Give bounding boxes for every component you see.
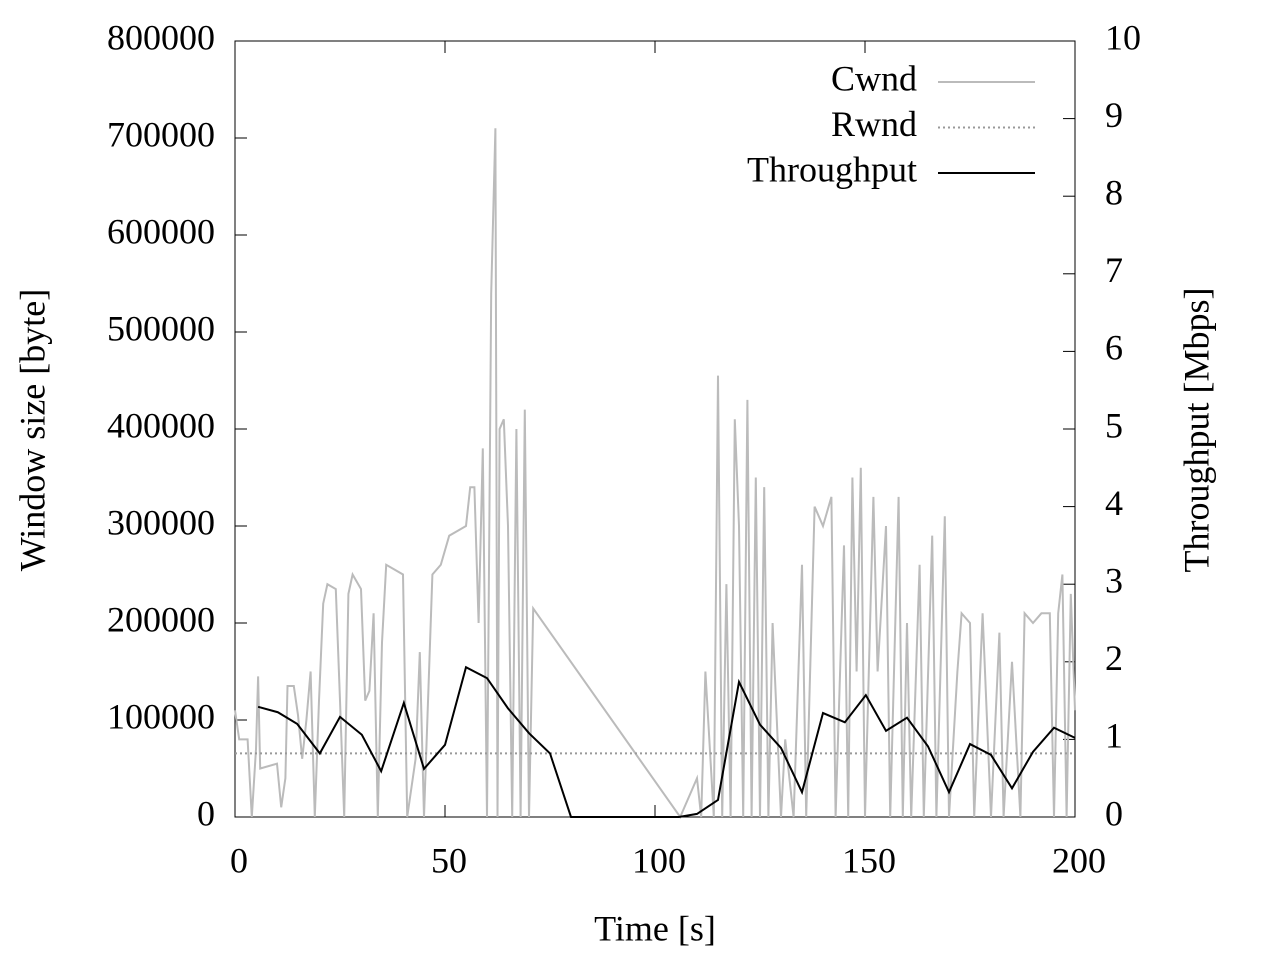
y2-tick-label: 2 [1105, 638, 1123, 678]
y-tick-label: 100000 [107, 696, 215, 736]
x-tick-label: 50 [431, 840, 467, 880]
y2-tick-label: 6 [1105, 328, 1123, 368]
y2-tick-label: 9 [1105, 95, 1123, 135]
y-tick-label: 800000 [107, 17, 215, 57]
y2-tick-label: 3 [1105, 560, 1123, 600]
x-axis-label: Time [s] [594, 908, 716, 948]
y-tick-label: 300000 [107, 502, 215, 542]
x-tick-label: 200 [1052, 840, 1106, 880]
y-tick-label: 600000 [107, 211, 215, 251]
y2-axis-label: Throughput [Mbps] [1176, 288, 1216, 573]
legend-label: Cwnd [831, 58, 917, 98]
series-line [234, 128, 1076, 820]
y-tick-label: 500000 [107, 308, 215, 348]
y2-tick-label: 0 [1105, 793, 1123, 833]
y2-tick-label: 4 [1105, 483, 1123, 523]
y2-tick-label: 8 [1105, 172, 1123, 212]
y-tick-label: 700000 [107, 114, 215, 154]
x-tick-label: 0 [230, 840, 248, 880]
x-tick-label: 100 [632, 840, 686, 880]
y2-tick-label: 1 [1105, 716, 1123, 756]
plot-frame [234, 40, 1076, 818]
x-tick-label: 150 [842, 840, 896, 880]
legend-label: Throughput [747, 149, 917, 189]
legend-label: Rwnd [831, 104, 917, 144]
y2-tick-label: 7 [1105, 250, 1123, 290]
series-line [257, 665, 1076, 818]
y-axis-label: Window size [byte] [12, 289, 52, 571]
y-tick-label: 0 [197, 793, 215, 833]
y2-tick-label: 5 [1105, 405, 1123, 445]
y-tick-label: 200000 [107, 599, 215, 639]
y-tick-label: 400000 [107, 405, 215, 445]
y2-tick-label: 10 [1105, 17, 1141, 57]
